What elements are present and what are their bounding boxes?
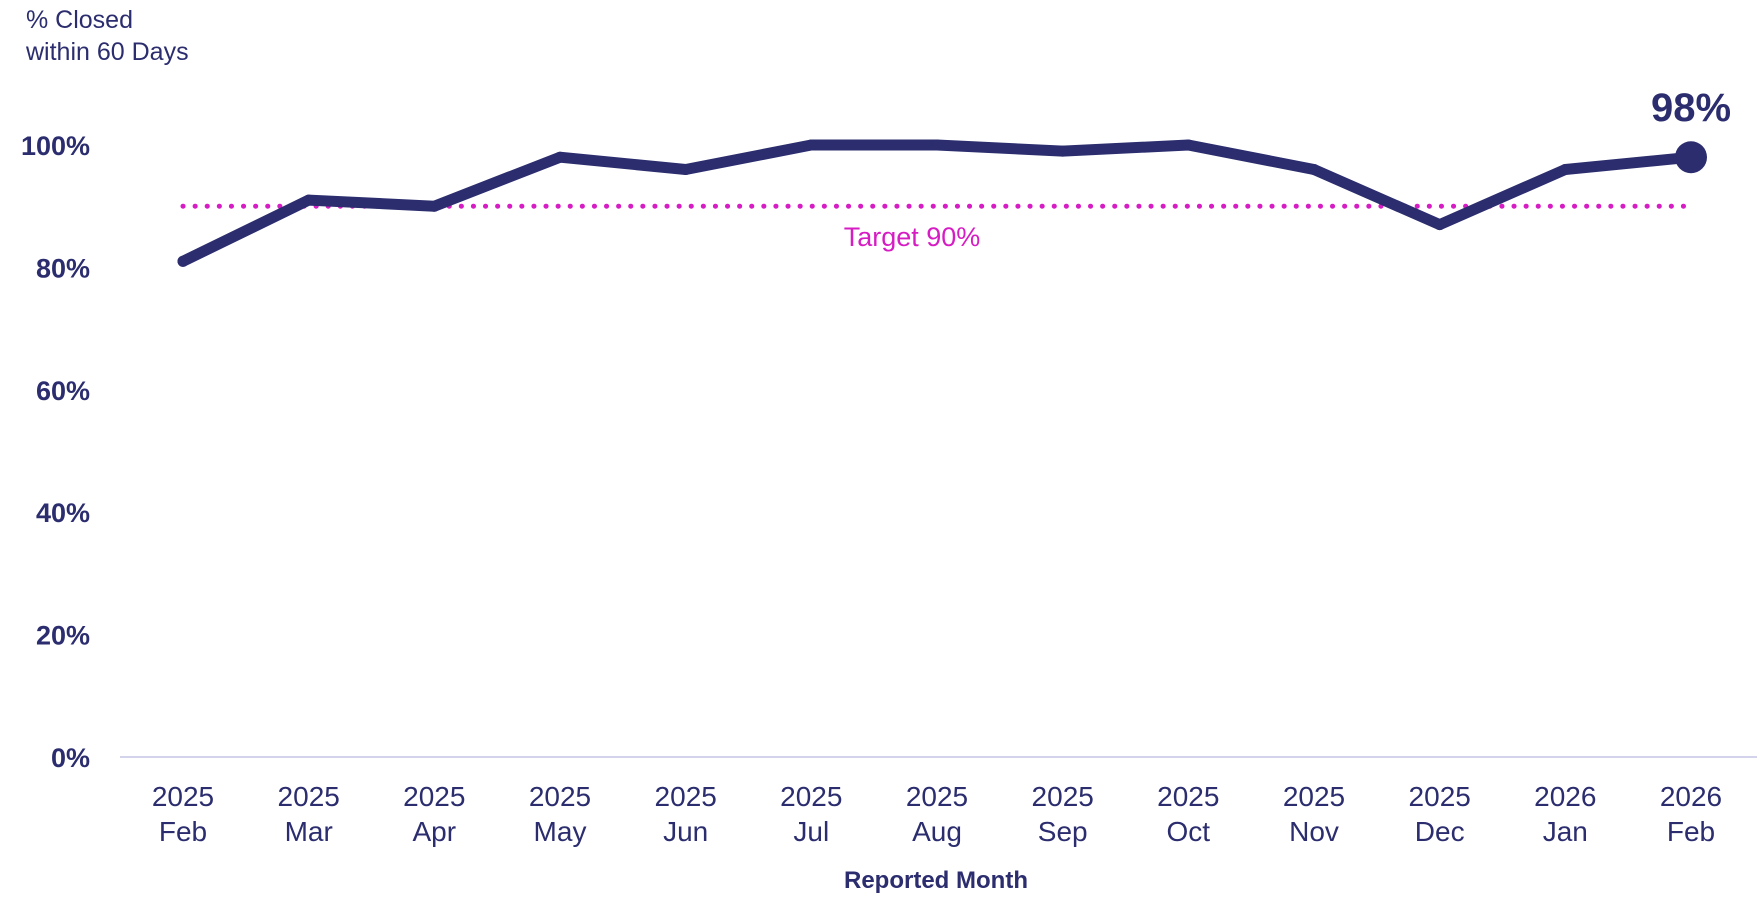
x-tick-month: Feb [159, 816, 207, 847]
data-point [1057, 145, 1069, 157]
x-axis-title: Reported Month [844, 867, 1028, 894]
data-point [1308, 164, 1320, 175]
x-tick-month: Aug [912, 816, 962, 847]
y-tick-label: 40% [36, 498, 90, 528]
last-point-marker [1675, 141, 1707, 174]
data-point [554, 151, 566, 163]
y-axis-title-line-1: % Closed [26, 6, 133, 34]
x-tick-year: 2025 [1409, 781, 1471, 812]
x-tick-year: 2025 [403, 781, 465, 812]
y-tick-label: 0% [51, 743, 90, 773]
x-tick-year: 2025 [152, 781, 214, 812]
x-tick-month: Feb [1667, 816, 1715, 847]
x-tick-year: 2026 [1534, 781, 1596, 812]
last-value-label: 98% [1651, 86, 1731, 130]
x-tick-month: Oct [1167, 816, 1211, 847]
x-tick-month: May [534, 816, 587, 847]
x-tick-month: Apr [413, 816, 457, 847]
x-tick-month: Mar [285, 816, 333, 847]
data-point [428, 200, 440, 212]
data-point [680, 164, 692, 175]
x-tick-year: 2025 [906, 781, 968, 812]
data-point [303, 194, 315, 206]
y-tick-label: 60% [36, 376, 90, 406]
data-point [177, 255, 189, 267]
data-point [1559, 164, 1571, 175]
data-point [931, 139, 943, 151]
x-tick-month: Dec [1415, 816, 1465, 847]
x-tick-month: Jul [793, 816, 829, 847]
y-tick-label: 20% [36, 621, 90, 651]
x-tick-month: Jan [1543, 816, 1588, 847]
data-point [805, 139, 817, 151]
x-tick-month: Jun [663, 816, 708, 847]
x-tick-year: 2025 [529, 781, 591, 812]
x-tick-year: 2025 [1283, 781, 1345, 812]
x-tick-year: 2026 [1660, 781, 1722, 812]
target-label: Target 90% [844, 222, 981, 252]
x-tick-year: 2025 [780, 781, 842, 812]
y-axis-title-line-2: within 60 Days [25, 38, 189, 66]
x-tick-year: 2025 [278, 781, 340, 812]
x-axis-ticks: 2025 Feb 2025 Mar 2025 Apr 2025 May 2025 Jun 2025 J… [152, 781, 1722, 847]
y-axis-ticks: 0% 20% 40% 60% 80% 100% [21, 131, 90, 773]
data-point [1182, 139, 1194, 151]
x-tick-month: Sep [1038, 816, 1088, 847]
x-tick-year: 2025 [1032, 781, 1094, 812]
y-tick-label: 80% [36, 253, 90, 283]
x-tick-year: 2025 [1157, 781, 1219, 812]
data-point [1434, 219, 1446, 231]
x-tick-year: 2025 [655, 781, 717, 812]
y-tick-label: 100% [21, 131, 90, 161]
x-tick-month: Nov [1289, 816, 1339, 847]
